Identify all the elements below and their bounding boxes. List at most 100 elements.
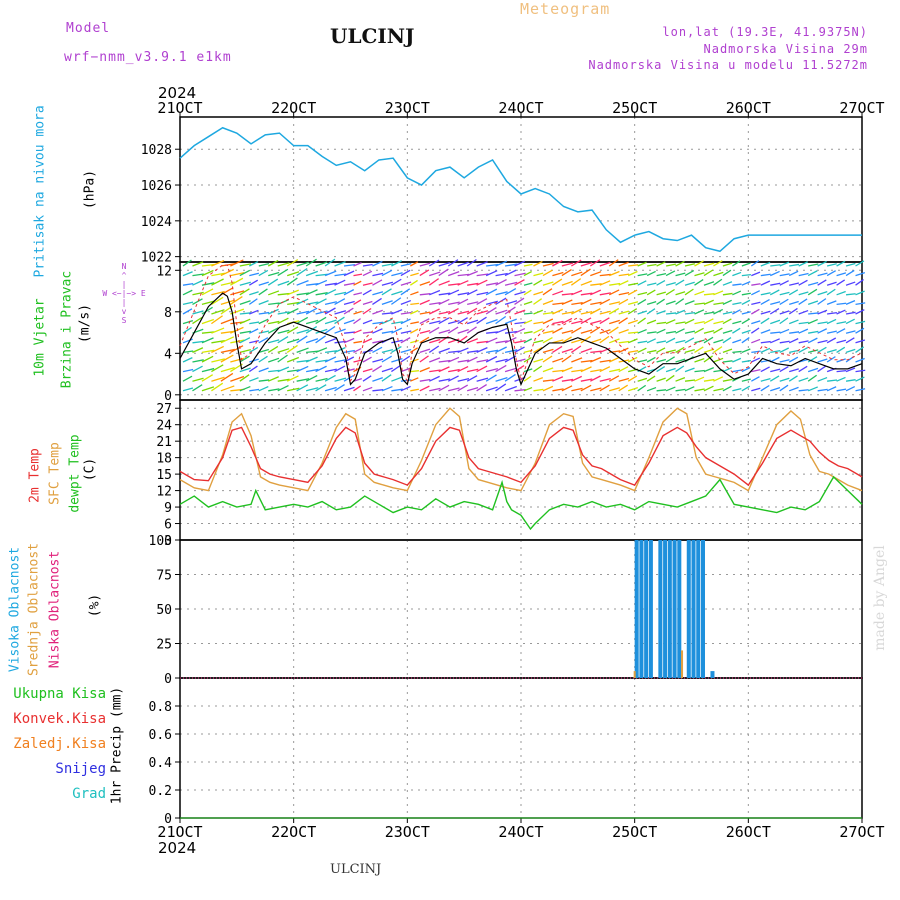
wind-barb (306, 368, 319, 373)
wind-barb (230, 339, 245, 344)
ytick-label-precipitation: 0 (164, 812, 172, 827)
wind-barb (429, 320, 441, 325)
wind-barb (684, 386, 695, 392)
wind-barb (268, 271, 280, 277)
wind-barb (315, 316, 327, 325)
wind-barb (580, 292, 593, 296)
wind-barb (324, 282, 338, 286)
wind-barb (381, 330, 394, 334)
wind-barb (703, 378, 715, 382)
wind-barb (665, 356, 675, 363)
wind-barb (296, 261, 309, 267)
wind-barb (836, 358, 846, 363)
wind-barb (533, 298, 543, 305)
wind-barb (703, 336, 714, 344)
wind-barb (570, 345, 582, 353)
wind-barb (286, 356, 300, 363)
wind-barb (789, 368, 799, 373)
wind-barb (609, 387, 621, 392)
wind-barb (817, 376, 828, 382)
wind-barb (656, 377, 666, 382)
wind-barb (315, 384, 327, 392)
wind-barb (760, 329, 771, 334)
wind-barb (826, 288, 836, 296)
wind-barb (571, 320, 583, 325)
wind-barb (561, 385, 573, 392)
wind-barb (429, 369, 441, 373)
wind-barb (182, 357, 193, 363)
wind-barb (211, 296, 224, 305)
wind-barb (248, 279, 259, 286)
wind-barb (618, 280, 629, 286)
wind-barb (211, 309, 225, 315)
wind-barb (211, 340, 226, 344)
wind-barb (618, 340, 630, 344)
wind-barb (637, 261, 647, 267)
wind-barb (447, 270, 460, 277)
wind-barb (286, 307, 299, 315)
wind-barb (741, 378, 751, 382)
wind-barb (684, 263, 696, 267)
wind-barb (571, 387, 583, 392)
wind-barb (694, 388, 705, 392)
wind-barb (590, 375, 601, 382)
wind-barb (826, 356, 836, 363)
wind-barb (419, 329, 431, 334)
wind-barb (675, 358, 686, 363)
wind-barb (362, 300, 373, 306)
wind-barb (182, 375, 193, 382)
wind-barb (409, 347, 419, 353)
wind-barb (410, 272, 419, 277)
wind-barb (448, 368, 460, 373)
wind-barb (713, 376, 724, 382)
wind-barb (807, 337, 818, 344)
wind-barb (419, 385, 430, 392)
wind-barb (732, 387, 742, 392)
wind-barb (372, 260, 383, 267)
wind-barb (277, 336, 289, 344)
wind-barb (836, 260, 846, 267)
wind-barb (239, 263, 252, 267)
wind-barb (419, 311, 431, 315)
wind-barb (665, 288, 675, 296)
wind-barb (618, 377, 630, 382)
wind-barb (647, 349, 657, 354)
wind-barb (400, 355, 411, 363)
wind-barb (542, 311, 554, 315)
wind-barb (703, 269, 714, 277)
wind-barb (656, 365, 666, 373)
wind-barb (201, 300, 215, 306)
wind-barb (590, 338, 602, 344)
wind-barb (362, 368, 373, 373)
wind-barb (286, 375, 299, 382)
wind-barb (211, 364, 224, 373)
wind-barb (628, 282, 639, 286)
wind-barb (817, 272, 828, 277)
wind-barb (277, 378, 290, 382)
wind-barb (267, 308, 279, 315)
wind-barb (381, 367, 393, 373)
wind-barb (675, 298, 685, 305)
wind-barb (807, 288, 818, 296)
cloud-mid-bar (681, 650, 684, 678)
wind-barb (258, 281, 269, 286)
wind-barb (438, 292, 451, 296)
wind-barb (305, 319, 319, 325)
wind-barb (855, 302, 866, 306)
wind-barb (769, 289, 780, 296)
wind-barb (268, 357, 280, 363)
wind-barb (220, 367, 235, 373)
wind-barb (646, 308, 656, 315)
wind-barb (381, 300, 393, 306)
wind-barb (533, 388, 544, 392)
wind-barb (760, 273, 771, 277)
wind-barb (419, 367, 430, 373)
wind-barb (580, 310, 593, 315)
wind-barb (467, 301, 479, 306)
wind-barb (779, 298, 789, 305)
wind-barb (590, 271, 602, 277)
wind-barb (485, 349, 499, 354)
wind-barb (788, 356, 799, 363)
wind-barb (296, 292, 310, 296)
wind-barb (211, 327, 225, 334)
